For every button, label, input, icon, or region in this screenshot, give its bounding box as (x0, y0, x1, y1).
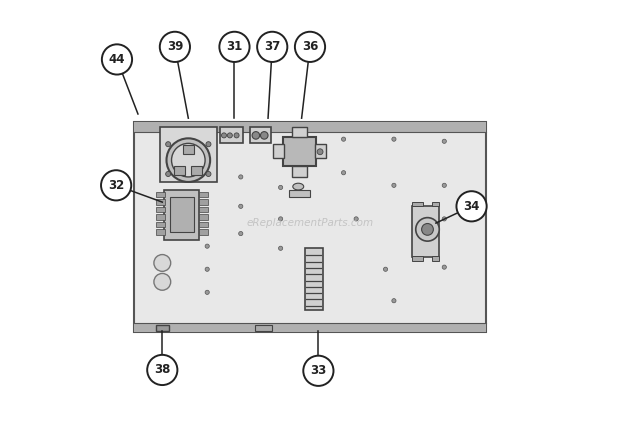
Text: 34: 34 (463, 200, 480, 213)
Bar (199, 229, 208, 235)
Circle shape (252, 132, 260, 139)
Circle shape (205, 267, 210, 272)
Circle shape (219, 32, 250, 62)
Bar (412, 256, 423, 261)
Circle shape (303, 356, 334, 386)
Circle shape (416, 218, 439, 241)
Circle shape (239, 204, 243, 208)
Bar (199, 214, 208, 220)
Circle shape (166, 171, 171, 176)
Circle shape (172, 144, 205, 177)
Text: 37: 37 (264, 40, 280, 53)
Circle shape (442, 139, 446, 144)
Circle shape (278, 217, 283, 221)
Circle shape (392, 137, 396, 141)
Circle shape (147, 355, 177, 385)
Circle shape (317, 149, 323, 155)
Bar (156, 207, 166, 212)
Bar (412, 202, 423, 206)
Circle shape (239, 232, 243, 236)
Bar (134, 323, 486, 332)
Bar (250, 128, 271, 144)
Circle shape (354, 217, 358, 221)
Text: eReplacementParts.com: eReplacementParts.com (246, 218, 374, 228)
Bar (156, 229, 166, 235)
Text: 31: 31 (226, 40, 242, 53)
Bar (292, 127, 307, 137)
Circle shape (167, 139, 210, 182)
Text: 36: 36 (302, 40, 318, 53)
Circle shape (442, 265, 446, 269)
Text: 32: 32 (108, 179, 124, 192)
Circle shape (160, 32, 190, 62)
Circle shape (295, 32, 325, 62)
Bar (292, 165, 307, 176)
Circle shape (342, 171, 346, 175)
Circle shape (442, 183, 446, 187)
Bar (289, 190, 310, 197)
Circle shape (205, 244, 210, 248)
Circle shape (206, 142, 211, 147)
Circle shape (154, 255, 170, 272)
Bar (432, 256, 439, 261)
Circle shape (206, 171, 211, 176)
Circle shape (239, 175, 243, 179)
Circle shape (383, 267, 388, 272)
Bar (316, 144, 326, 157)
Text: 33: 33 (310, 364, 327, 377)
Circle shape (234, 133, 239, 138)
Bar (156, 325, 169, 330)
Ellipse shape (293, 183, 304, 190)
Bar (199, 222, 208, 227)
Circle shape (278, 185, 283, 189)
Bar (164, 189, 199, 240)
Circle shape (392, 183, 396, 187)
Bar (134, 123, 486, 332)
Bar (156, 222, 166, 227)
Bar (170, 197, 194, 232)
Bar (156, 192, 166, 197)
Circle shape (205, 290, 210, 294)
Circle shape (102, 44, 132, 75)
Text: 38: 38 (154, 363, 170, 376)
Bar (412, 206, 439, 257)
Bar (432, 202, 439, 206)
Bar (199, 207, 208, 212)
Circle shape (392, 298, 396, 303)
Circle shape (101, 170, 131, 200)
Circle shape (456, 191, 487, 221)
Bar (160, 128, 217, 182)
Circle shape (221, 133, 226, 138)
Text: 44: 44 (108, 53, 125, 66)
Bar (255, 325, 272, 331)
Circle shape (228, 133, 232, 138)
Bar (273, 144, 283, 157)
Bar (305, 248, 322, 310)
Bar (199, 199, 208, 205)
Text: 39: 39 (167, 40, 183, 53)
Circle shape (442, 217, 446, 221)
Circle shape (154, 274, 170, 290)
Circle shape (278, 246, 283, 250)
Circle shape (257, 32, 287, 62)
Bar (183, 145, 194, 154)
Circle shape (422, 224, 433, 235)
Circle shape (166, 142, 171, 147)
Bar (219, 128, 243, 144)
Bar (191, 166, 202, 175)
Bar (156, 199, 166, 205)
Bar (174, 166, 185, 175)
Bar (134, 123, 486, 132)
Circle shape (260, 132, 268, 139)
Bar (283, 137, 316, 165)
Bar (199, 192, 208, 197)
Circle shape (342, 137, 346, 141)
Bar (156, 214, 166, 220)
